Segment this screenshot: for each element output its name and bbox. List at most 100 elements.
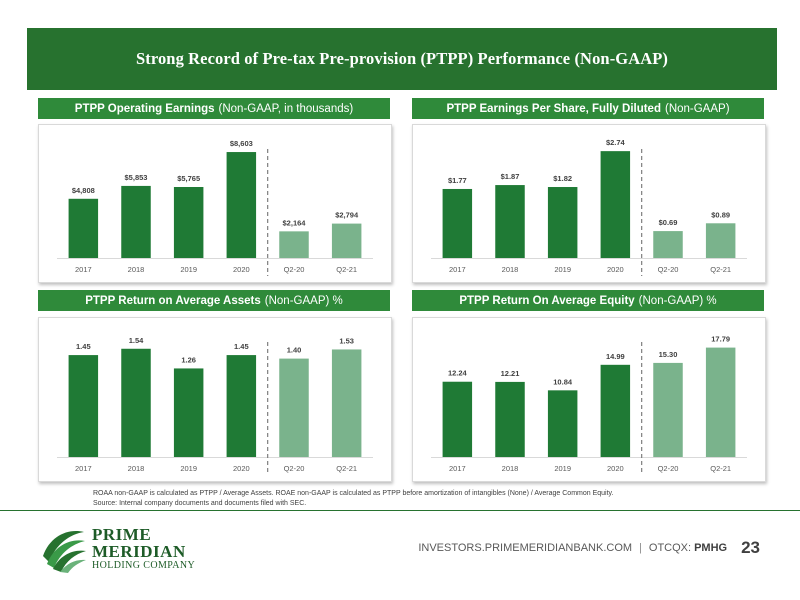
data-label: $1.82 — [553, 174, 572, 183]
roaa-chart-title: PTPP Return on Average Assets — [85, 294, 261, 307]
bar-q2-20 — [653, 231, 683, 258]
earnings-chart-svg: $4,808 2017 $5,853 2018 $5,765 2019 $8,603 2020… — [57, 139, 373, 276]
data-label: 1.45 — [234, 342, 249, 351]
x-tick-label: 2018 — [128, 464, 145, 473]
x-tick-label: 2019 — [554, 464, 571, 473]
x-tick-label: 2017 — [75, 464, 92, 473]
bar-2019 — [547, 390, 578, 457]
x-tick-label: 2020 — [607, 464, 624, 473]
data-label: 12.21 — [501, 369, 520, 378]
data-label: $2,164 — [283, 218, 307, 227]
bar-2019 — [173, 368, 204, 457]
data-label: 14.99 — [606, 352, 625, 361]
company-logo-icon — [40, 526, 86, 573]
data-label: $2.74 — [606, 138, 626, 147]
earnings-chart-subtitle: (Non-GAAP, in thousands) — [218, 102, 354, 115]
eps-chart-title: PTPP Earnings Per Share, Fully Diluted — [446, 102, 661, 115]
logo-line-holding: HOLDING COMPANY — [92, 560, 196, 571]
page-number: 23 — [741, 538, 760, 557]
bar-q2-21 — [705, 223, 736, 258]
bar-q2-21 — [331, 223, 362, 258]
x-tick-label: 2017 — [449, 464, 466, 473]
data-label: $0.89 — [711, 210, 730, 219]
bar-2018 — [495, 381, 525, 457]
data-label: 1.26 — [181, 355, 196, 364]
x-tick-label: Q2-21 — [710, 464, 731, 473]
bar-2017 — [68, 355, 99, 457]
x-tick-label: Q2-20 — [284, 464, 305, 473]
x-tick-label: Q2-21 — [336, 464, 357, 473]
bar-q2-20 — [279, 231, 309, 258]
footnote-source: Source: Internal company documents and d… — [93, 500, 307, 507]
x-tick-label: 2018 — [128, 265, 145, 274]
data-label: $5,853 — [125, 173, 148, 182]
x-tick-label: Q2-20 — [658, 464, 679, 473]
roae-chart-header: PTPP Return On Average Equity (Non-GAAP)… — [412, 290, 764, 311]
roaa-chart-svg: 1.45 2017 1.54 2018 1.26 2019 1.45 2020 1.40 Q2-2… — [57, 336, 373, 475]
roae-chart: 12.24 2017 12.21 2018 10.84 2019 14.99 2020 15.3… — [412, 317, 766, 482]
data-label: 1.45 — [76, 342, 91, 351]
x-tick-label: 2018 — [502, 265, 519, 274]
eps-chart-header: PTPP Earnings Per Share, Fully Diluted (… — [412, 98, 764, 119]
bar-q2-21 — [331, 349, 362, 457]
ticker-symbol: PMHG — [694, 542, 728, 554]
x-tick-label: 2018 — [502, 464, 519, 473]
bar-2017 — [68, 198, 99, 258]
eps-chart-svg: $1.77 2017 $1.87 2018 $1.82 2019 $2.74 2020 $0.6… — [431, 138, 747, 276]
earnings-chart: $4,808 2017 $5,853 2018 $5,765 2019 $8,603 2020… — [38, 124, 392, 283]
roae-chart-title: PTPP Return On Average Equity — [459, 294, 635, 307]
bar-2019 — [173, 186, 204, 258]
data-label: 1.53 — [339, 336, 354, 345]
data-label: 12.24 — [448, 369, 468, 378]
slide-title: Strong Record of Pre-tax Pre-provision (… — [27, 28, 777, 90]
x-tick-label: 2019 — [180, 265, 197, 274]
bar-2020 — [226, 355, 257, 457]
roae-chart-svg: 12.24 2017 12.21 2018 10.84 2019 14.99 2020 15.3… — [431, 335, 747, 475]
footer-info: INVESTORS.PRIMEMERIDIANBANK.COM | OTCQX:… — [418, 538, 760, 558]
bar-2020 — [226, 152, 257, 258]
data-label: 10.84 — [553, 377, 573, 386]
bar-2017 — [442, 381, 473, 457]
footer-separator: | — [639, 542, 642, 554]
company-logo-wordmark: PRIME MERIDIAN HOLDING COMPANY — [92, 526, 195, 572]
data-label: 1.40 — [287, 346, 302, 355]
data-label: $5,765 — [177, 174, 200, 183]
roae-chart-subtitle: (Non-GAAP) % — [638, 294, 717, 307]
data-label: 15.30 — [659, 350, 678, 359]
x-tick-label: 2017 — [75, 265, 92, 274]
earnings-chart-header: PTPP Operating Earnings (Non-GAAP, in th… — [38, 98, 390, 119]
logo-line-meridian: MERIDIAN — [92, 542, 186, 561]
x-tick-label: 2020 — [233, 464, 250, 473]
bar-q2-20 — [279, 358, 309, 457]
exchange-label: OTCQX: — [648, 542, 692, 554]
data-label: 17.79 — [711, 335, 730, 344]
earnings-chart-title: PTPP Operating Earnings — [74, 102, 215, 115]
roaa-chart-header: PTPP Return on Average Assets (Non-GAAP)… — [38, 290, 390, 311]
eps-chart: $1.77 2017 $1.87 2018 $1.82 2019 $2.74 2020 $0.6… — [412, 124, 766, 283]
footnotes: ROAA non-GAAP is calculated as PTPP / Av… — [93, 489, 613, 509]
footer-divider — [0, 510, 800, 511]
x-tick-label: Q2-21 — [710, 265, 731, 274]
bar-q2-20 — [653, 362, 683, 457]
data-label: $2,794 — [335, 211, 359, 220]
bar-2020 — [600, 364, 631, 457]
roaa-chart: 1.45 2017 1.54 2018 1.26 2019 1.45 2020 1.40 Q2-2… — [38, 317, 392, 482]
x-tick-label: 2020 — [233, 265, 250, 274]
investor-website-link[interactable]: INVESTORS.PRIMEMERIDIANBANK.COM — [418, 542, 633, 554]
bar-2017 — [442, 188, 473, 258]
x-tick-label: Q2-20 — [284, 265, 305, 274]
roaa-chart-subtitle: (Non-GAAP) % — [264, 294, 343, 307]
logo-line-prime: PRIME — [92, 525, 152, 544]
x-tick-label: Q2-20 — [658, 265, 679, 274]
footnote-calculation: ROAA non-GAAP is calculated as PTPP / Av… — [93, 490, 614, 497]
eps-chart-subtitle: (Non-GAAP) — [664, 102, 730, 115]
x-tick-label: Q2-21 — [336, 265, 357, 274]
data-label: $1.77 — [448, 176, 467, 185]
x-tick-label: 2017 — [449, 265, 466, 274]
data-label: $4,808 — [72, 186, 95, 195]
data-label: $8,603 — [230, 139, 253, 148]
bar-2019 — [547, 187, 578, 258]
data-label: 1.54 — [129, 336, 144, 345]
bar-2018 — [121, 185, 151, 258]
x-tick-label: 2019 — [554, 265, 571, 274]
